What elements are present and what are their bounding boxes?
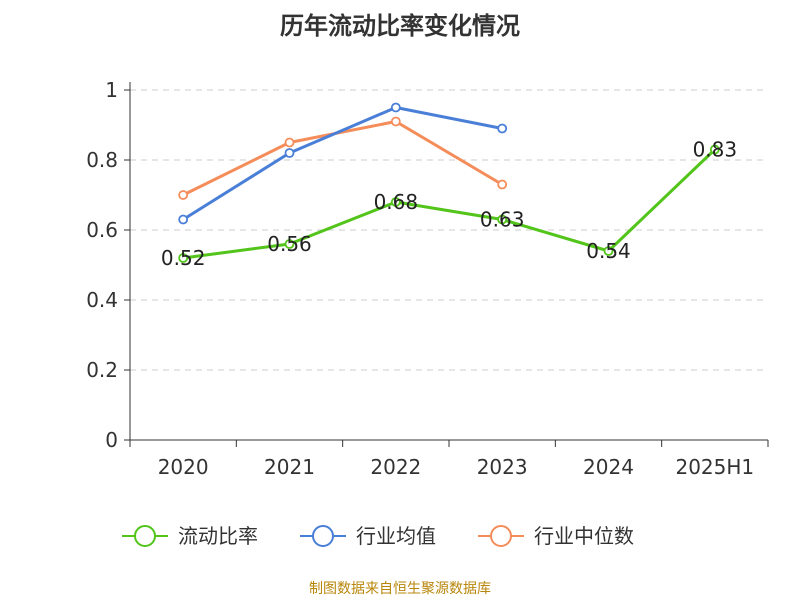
data-label: 0.63 bbox=[480, 208, 525, 232]
data-point bbox=[178, 190, 189, 200]
data-point bbox=[390, 116, 401, 127]
source-note: 制图数据来自恒生聚源数据库 bbox=[309, 581, 491, 597]
data-point bbox=[178, 214, 189, 225]
legend-marker-circle bbox=[312, 525, 334, 547]
x-tick-label: 2025H1 bbox=[675, 455, 754, 479]
data-label: 0.54 bbox=[586, 239, 631, 263]
legend-item[interactable]: 流动比率 bbox=[122, 524, 258, 548]
data-label: 0.56 bbox=[267, 232, 312, 256]
data-point bbox=[178, 253, 189, 263]
legend-label: 流动比率 bbox=[178, 524, 258, 548]
data-point bbox=[497, 214, 508, 225]
legend-item[interactable]: 行业均值 bbox=[300, 524, 436, 548]
data-point bbox=[284, 137, 295, 148]
data-point bbox=[497, 179, 508, 190]
x-tick-label: 2023 bbox=[477, 455, 528, 479]
data-point bbox=[390, 197, 401, 207]
legend-label: 行业均值 bbox=[356, 524, 436, 548]
data-point bbox=[284, 148, 295, 158]
y-tick-label: 0.2 bbox=[86, 358, 118, 382]
data-point bbox=[709, 144, 720, 155]
data-point bbox=[603, 246, 614, 256]
series-line bbox=[182, 106, 503, 221]
data-point bbox=[497, 123, 508, 134]
legend-marker-circle bbox=[134, 525, 156, 547]
data-label: 0.68 bbox=[374, 190, 419, 214]
y-tick-label: 0.6 bbox=[86, 218, 118, 242]
data-labels: 0.52 0.56 0.68 0.63 0.54 0.83 bbox=[161, 138, 737, 271]
data-point bbox=[284, 239, 295, 249]
legend[interactable]: 流动比率 行业均值 行业中位数 bbox=[122, 524, 634, 548]
y-tick-label: 0.4 bbox=[86, 288, 118, 312]
data-point bbox=[390, 102, 401, 113]
data-label: 0.52 bbox=[161, 246, 206, 270]
legend-item[interactable]: 行业中位数 bbox=[478, 524, 634, 548]
y-tick-label: 0 bbox=[105, 428, 118, 452]
axes: 0 0.2 0.4 0.6 0.8 1 2020 2021 2022 2023 2024 2025H1 bbox=[86, 78, 769, 479]
x-tick-label: 2021 bbox=[264, 455, 315, 479]
x-tick-label: 2022 bbox=[370, 455, 421, 479]
series-lines bbox=[178, 102, 720, 263]
legend-label: 行业中位数 bbox=[534, 524, 634, 548]
grid-lines bbox=[130, 89, 768, 371]
series-line bbox=[182, 120, 503, 197]
x-tick-label: 2020 bbox=[158, 455, 209, 479]
y-tick-label: 1 bbox=[105, 78, 118, 102]
series-line bbox=[182, 148, 716, 260]
legend-marker-circle bbox=[490, 525, 512, 547]
y-tick-label: 0.8 bbox=[86, 148, 118, 172]
chart-title: 历年流动比率变化情况 bbox=[280, 12, 520, 40]
x-tick-label: 2024 bbox=[583, 455, 634, 479]
data-label: 0.83 bbox=[693, 138, 738, 162]
